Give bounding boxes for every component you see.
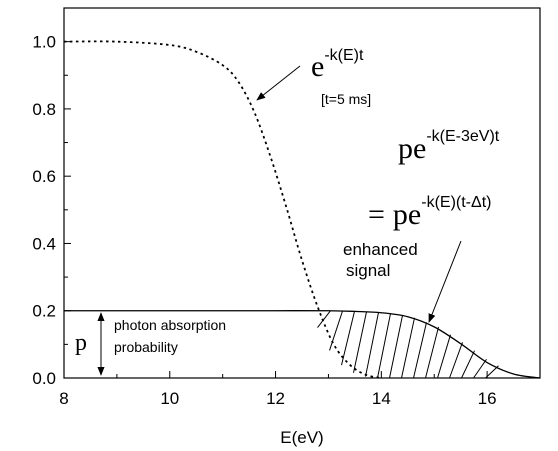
x-axis-title: E(eV)	[280, 428, 323, 447]
hatch-line	[389, 315, 403, 379]
annotation-pe-base-2: pe	[393, 198, 421, 231]
annotation-exp-main: e-k(E)t	[311, 47, 364, 83]
hatch-line	[473, 358, 487, 379]
hatch-line	[437, 334, 451, 379]
annotation-exp-power: -k(E)t	[324, 47, 364, 64]
hatch-line	[449, 342, 463, 379]
x-tick-label: 12	[266, 389, 285, 408]
hatch-line	[425, 326, 439, 379]
hatch-line	[461, 350, 475, 379]
x-tick-label: 10	[160, 389, 179, 408]
curves	[63, 40, 541, 379]
arrow-enhanced	[428, 240, 462, 323]
annotation-pe-power-1: -k(E-3eV)t	[426, 128, 499, 145]
annotation-p: p	[75, 330, 87, 356]
annotation-equals: =	[368, 198, 385, 231]
hatch-line	[377, 313, 392, 379]
annotation-absorption-line1: photon absorption	[114, 317, 226, 333]
y-tick-label: 1.0	[32, 33, 56, 52]
annotation-absorption-line2: probability	[114, 339, 178, 355]
y-tick-label: 0.2	[32, 302, 56, 321]
annotation-pe-base-1: pe	[398, 132, 426, 165]
annotation-pe-second: = pe-k(E)(t-Δt)	[368, 194, 491, 231]
annotation-time: [t=5 ms]	[321, 91, 371, 107]
x-tick-label: 16	[478, 389, 497, 408]
ticks: 8 10 12 14 16 0.0 0.2 0.4 0.6 0.8 1.0	[32, 33, 496, 408]
hatch-line	[401, 317, 415, 379]
series-enhanced-signal-curve	[63, 310, 541, 379]
x-tick-label: 8	[59, 389, 68, 408]
y-tick-label: 0.4	[32, 234, 56, 253]
y-tick-label: 0.0	[32, 369, 56, 388]
hatch-line	[317, 310, 331, 328]
hatch-line	[341, 311, 355, 366]
arrow-exp-main	[256, 65, 301, 101]
annotation-pe-first: pe-k(E-3eV)t	[398, 128, 500, 165]
hatch-line	[353, 311, 367, 373]
annotation-enhanced-line1: enhanced	[343, 240, 418, 259]
series-decay-curve	[63, 40, 382, 379]
hatch-line	[413, 322, 427, 379]
hatch-line	[365, 312, 380, 377]
annotation-pe-power-2: -k(E)(t-Δt)	[421, 194, 491, 211]
hatched-region	[317, 310, 499, 379]
annotation-exp-base: e	[311, 50, 324, 83]
x-tick-label: 14	[372, 389, 391, 408]
plot-frame	[63, 7, 541, 379]
hatch-line	[329, 310, 343, 351]
y-tick-label: 0.8	[32, 100, 56, 119]
y-tick-label: 0.6	[32, 167, 56, 186]
annotation-enhanced-line2: signal	[346, 261, 390, 280]
